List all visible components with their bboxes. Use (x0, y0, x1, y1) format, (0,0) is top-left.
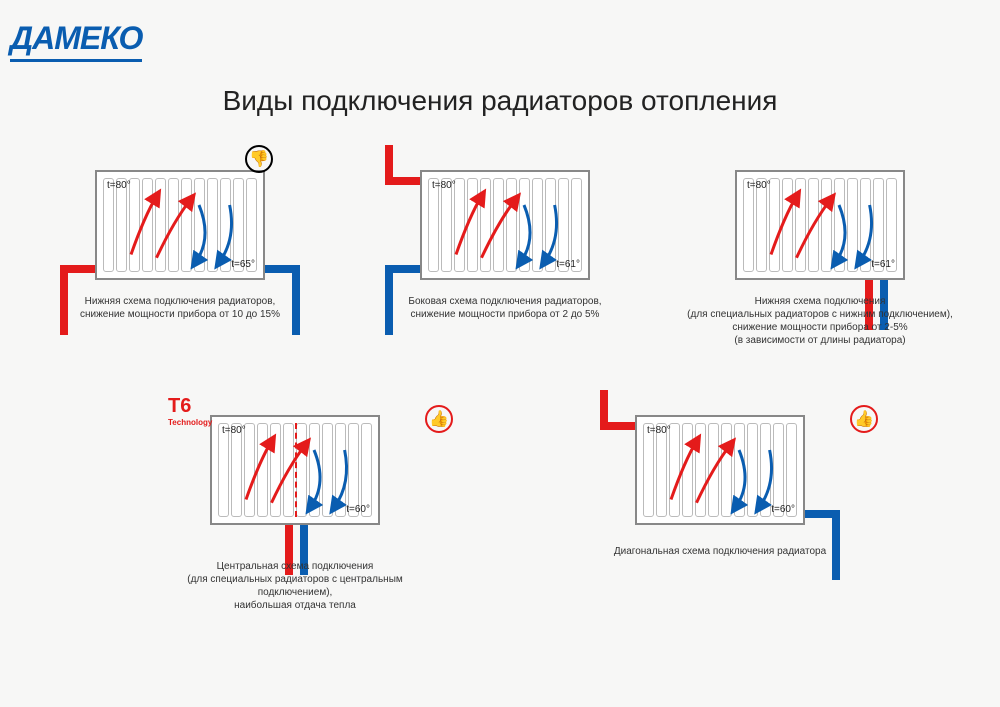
diagram-side-connection: t=80°t=61° (420, 170, 590, 280)
diagram-bottom-connection: t=80°t=65° (95, 170, 265, 280)
thumbs-up-icon: 👍 (850, 405, 878, 433)
thumbs-down-icon: 👎 (245, 145, 273, 173)
caption-bottom-special: Нижняя схема подключения(для специальных… (680, 295, 960, 347)
radiator-body: t=80°t=65° (95, 170, 265, 280)
diagram-diagonal-connection: t=80°t=60° (635, 415, 805, 525)
caption-central-connection: Центральная схема подключения(для специа… (150, 560, 440, 612)
diagram-bottom-special: t=80°t=61° (735, 170, 905, 280)
caption-side-connection: Боковая схема подключения радиаторов,сни… (390, 295, 620, 321)
t6-logo: T6Technology (168, 395, 212, 427)
caption-diagonal-connection: Диагональная схема подключения радиатора (590, 545, 850, 558)
radiator-body: t=80°t=61° (420, 170, 590, 280)
diagram-central-connection: t=80°t=60° (210, 415, 380, 525)
radiator-body: t=80°t=60° (635, 415, 805, 525)
thumbs-up-icon: 👍 (425, 405, 453, 433)
flow-arrows (212, 417, 382, 527)
flow-arrows (97, 172, 267, 282)
logo: ДАМЕКО (10, 20, 142, 62)
page-title: Виды подключения радиаторов отопления (0, 85, 1000, 117)
hot-pipe (385, 145, 393, 185)
flow-arrows (737, 172, 907, 282)
hot-pipe (600, 390, 608, 430)
flow-arrows (422, 172, 592, 282)
flow-arrows (637, 417, 807, 527)
caption-bottom-connection: Нижняя схема подключения радиаторов,сниж… (65, 295, 295, 321)
radiator-body: t=80°t=60° (210, 415, 380, 525)
radiator-body: t=80°t=61° (735, 170, 905, 280)
